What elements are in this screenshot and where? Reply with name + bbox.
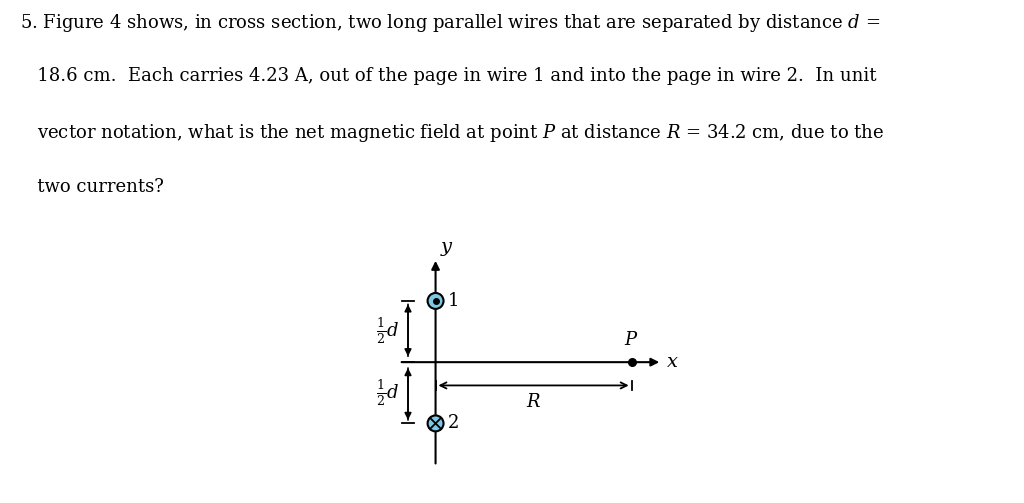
Text: $y$: $y$ (440, 240, 454, 258)
Text: $\frac{1}{2}$$d$: $\frac{1}{2}$$d$ (377, 317, 399, 347)
Text: $\frac{1}{2}$$d$: $\frac{1}{2}$$d$ (377, 378, 399, 407)
Text: 18.6 cm.  Each carries 4.23 A, out of the page in wire 1 and into the page in wi: 18.6 cm. Each carries 4.23 A, out of the… (20, 67, 877, 85)
Circle shape (428, 415, 443, 432)
Text: $R$: $R$ (526, 393, 541, 411)
Text: two currents?: two currents? (20, 178, 165, 196)
Circle shape (428, 293, 443, 309)
Text: $P$: $P$ (625, 330, 639, 349)
Text: 1: 1 (447, 292, 460, 310)
Text: 2: 2 (447, 414, 459, 433)
Text: vector notation, what is the net magnetic field at point $P$ at distance $R$ = 3: vector notation, what is the net magneti… (20, 122, 885, 144)
Text: 5. Figure 4 shows, in cross section, two long parallel wires that are separated : 5. Figure 4 shows, in cross section, two… (20, 12, 881, 34)
Text: $x$: $x$ (667, 353, 679, 371)
